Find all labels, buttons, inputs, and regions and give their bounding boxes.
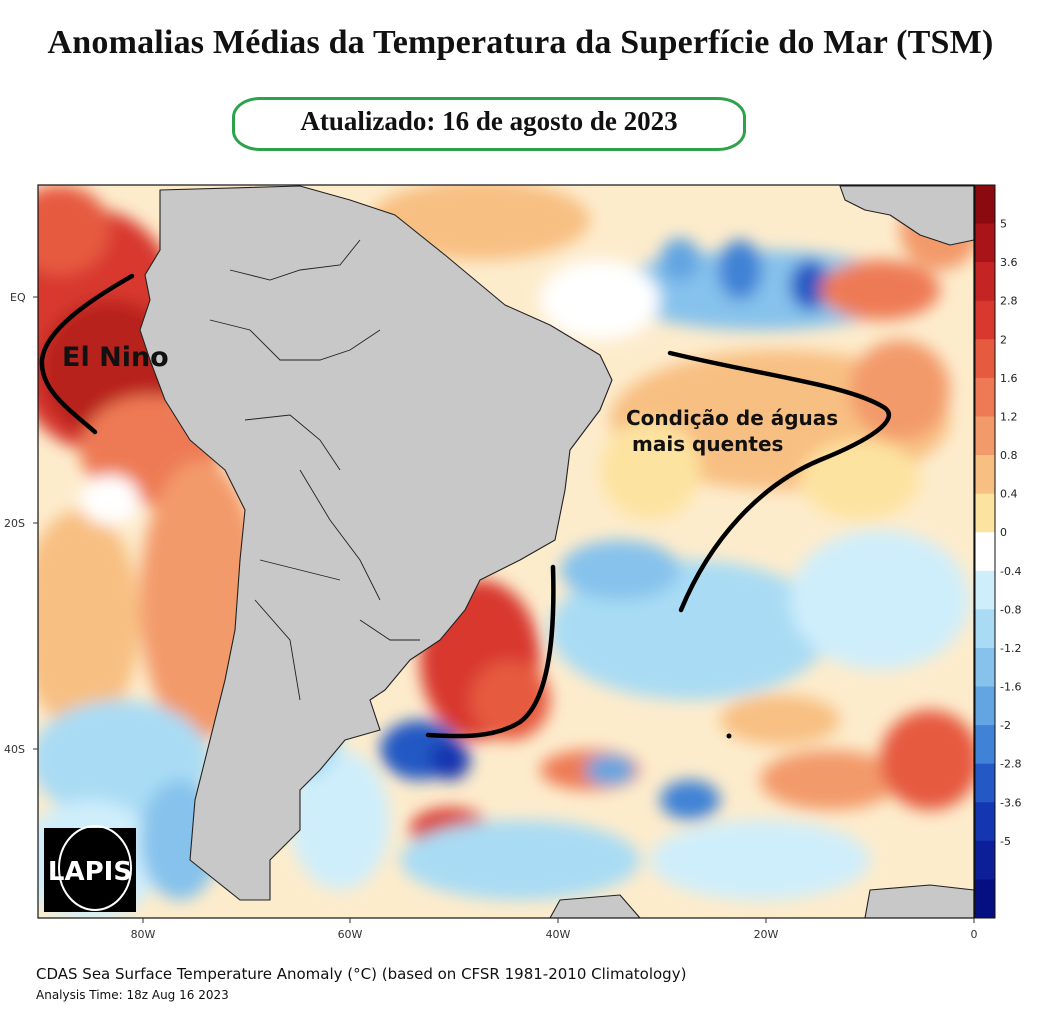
colorbar-swatch [975,879,995,919]
colorbar-label: -2.8 [1000,758,1021,771]
colorbar-label: 0 [1000,526,1007,539]
colorbar-label: 1.2 [1000,410,1018,423]
el-nino-label: El Nino [62,342,169,373]
colorbar-swatch [975,300,995,340]
lat-tick-40s: 40S [4,743,25,756]
lat-tick-20s: 20S [4,517,25,530]
lon-tick-60w: 60W [338,928,363,941]
colorbar-swatch [975,609,995,649]
colorbar-label: -0.4 [1000,565,1021,578]
colorbar-label: -2 [1000,719,1011,732]
updated-date-text: Atualizado: 16 de agosto de 2023 [300,106,678,136]
colorbar-label: 2 [1000,333,1007,346]
sw-atlantic-curve [425,564,556,739]
el-nino-curve [39,273,135,435]
colorbar-label: -5 [1000,835,1011,848]
lat-tick-eq: EQ [10,291,26,304]
colorbar-label: 1.6 [1000,372,1018,385]
country-borders [209,239,420,701]
colorbar-swatch [975,802,995,842]
colorbar-label: 2.8 [1000,295,1018,308]
colorbar-label: -1.6 [1000,681,1021,694]
colorbar-swatch [975,763,995,803]
continent-landmass [139,185,974,918]
warm-water-curve [667,350,892,613]
lon-tick-20w: 20W [754,928,779,941]
colorbar-swatch [975,532,995,572]
colorbar-swatch [975,647,995,688]
lon-tick-80w: 80W [131,928,156,941]
colorbar-swatch [975,223,995,263]
warm-water-label-line2: mais quentes [632,432,783,456]
colorbar-label: -3.6 [1000,796,1021,809]
colorbar-swatch [975,339,995,379]
lon-tick-40w: 40W [546,928,571,941]
latitude-axis: EQ 20S 40S [4,291,38,756]
annotation-curves [39,273,892,739]
colorbar: 5 3.6 2.8 2 1.6 1.2 0.8 0.4 0 -0.4 -0.8 -1.2 -1.6 -2 -… [974,184,1021,919]
colorbar-label: 0.4 [1000,488,1018,501]
lapis-logo-orbit [58,825,132,911]
updated-date-box: Atualizado: 16 de agosto de 2023 [232,97,746,151]
colorbar-swatch [975,455,995,495]
colorbar-swatch [975,686,995,726]
colorbar-swatch [975,840,995,880]
map-field [38,185,974,918]
colorbar-swatch [975,416,995,456]
colorbar-swatch [975,185,995,225]
colorbar-swatch [975,377,995,417]
colorbar-label: 3.6 [1000,256,1018,269]
colorbar-swatch [975,725,995,765]
colorbar-label: 0.8 [1000,449,1018,462]
warm-water-label-line1: Condição de águas [626,406,838,430]
longitude-axis: 80W 60W 40W 20W 0 [131,918,978,941]
colorbar-swatch [975,262,995,302]
colorbar-label: -1.2 [1000,642,1021,655]
colorbar-label: 5 [1000,218,1007,231]
sst-anomaly-map: LAPIS El Nino Condição de águas mais que… [4,184,1021,941]
colorbar-label: -0.8 [1000,603,1021,616]
lon-tick-0: 0 [971,928,978,941]
footer-description: CDAS Sea Surface Temperature Anomaly (°C… [36,965,687,983]
colorbar-swatch [975,493,995,533]
page-title: Anomalias Médias da Temperatura da Super… [47,24,994,61]
footer-analysis-time: Analysis Time: 18z Aug 16 2023 [36,988,229,1002]
colorbar-swatch [975,570,995,610]
